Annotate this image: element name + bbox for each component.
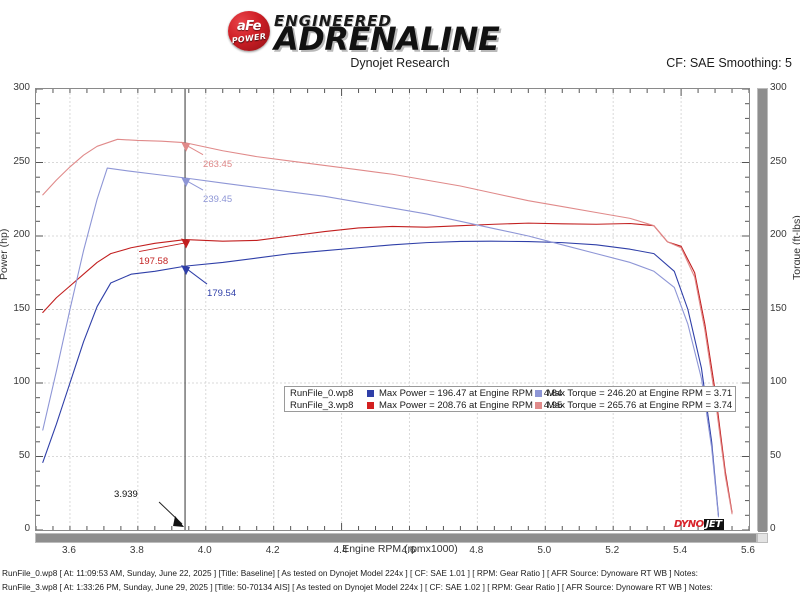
cursor-value-label: 263.45: [203, 158, 233, 170]
y-axis-left-tick-label: 150: [13, 302, 30, 314]
cursor-value-label: 197.58: [139, 255, 169, 267]
cursor-value-label: 239.45: [203, 194, 233, 205]
legend-torque-text: Max Torque = 265.76 at Engine RPM = 3.74: [547, 400, 733, 411]
legend-row: RunFile_0.wp8 Max Power = 196.47 at Engi…: [285, 387, 735, 400]
x-axis-tick-label: 3.8: [129, 545, 144, 556]
x-axis-tick-label: 5.4: [673, 545, 688, 556]
horizontal-scrollbar[interactable]: [35, 533, 757, 543]
plot-area[interactable]: [35, 88, 750, 531]
dynojet-watermark: DYNO JET: [674, 519, 724, 530]
legend-torque-swatch: [535, 402, 542, 409]
x-axis-tick-label: 4.4: [333, 545, 348, 556]
legend-power-swatch: [367, 390, 374, 397]
run-info-footer: RunFile_0.wp8 [ At: 11:09:53 AM, Sunday,…: [2, 566, 798, 594]
cf-smoothing-note: CF: SAE Smoothing: 5: [666, 56, 792, 70]
legend-torque-text: Max Torque = 246.20 at Engine RPM = 3.71: [547, 388, 733, 399]
y-axis-right-tick-label: 300: [770, 82, 787, 93]
x-axis-tick-label: 5.0: [537, 545, 552, 556]
legend-power-swatch: [367, 402, 374, 409]
y-axis-left-tick-label: 100: [13, 376, 30, 387]
scrollbar-corner: [757, 533, 768, 543]
y-axis-right-tick-label: 100: [770, 376, 787, 387]
adrenaline-wordmark: ADRENALINE: [274, 20, 500, 58]
legend-file-name: RunFile_3.wp8: [290, 400, 354, 411]
y-axis-left-tick-label: 300: [13, 82, 30, 93]
y-axis-right-tick-label: 50: [770, 449, 782, 461]
legend-file-name: RunFile_0.wp8: [290, 388, 354, 399]
dyno-curves-svg: [36, 89, 749, 530]
brand-header: aFe POWER ENGINEERED ADRENALINE: [0, 4, 800, 55]
legend-power-text: Max Power = 208.76 at Engine RPM = 4.95: [379, 400, 563, 411]
x-axis-tick-label: 4.2: [265, 545, 280, 556]
x-axis-tick-label: 5.2: [605, 545, 620, 556]
chart-subtitle: Dynojet Research: [350, 56, 450, 70]
afe-wordmark: aFe: [237, 19, 261, 34]
run-info-line: RunFile_0.wp8 [ At: 11:09:53 AM, Sunday,…: [2, 568, 698, 578]
cursor-rpm-label: 3.939: [114, 489, 138, 500]
y-axis-right-tick-label: 0: [770, 523, 776, 534]
x-axis-tick-label: 3.6: [61, 545, 76, 556]
y-axis-right-title: Torque (ft-lbs): [791, 215, 800, 280]
afe-adrenaline-logo: aFe POWER ENGINEERED ADRENALINE: [228, 10, 500, 55]
dynojet-jet-text: JET: [703, 519, 724, 530]
engineered-wordmark: ENGINEERED: [274, 12, 392, 30]
y-axis-left-tick-label: 250: [13, 155, 30, 167]
cursor-value-label: 179.54: [207, 288, 237, 300]
y-axis-left-tick-label: 200: [13, 229, 30, 240]
vertical-scrollbar-thumb[interactable]: [758, 89, 767, 532]
legend-power-text: Max Power = 196.47 at Engine RPM = 4.84: [379, 388, 563, 399]
afe-power-badge-icon: aFe POWER: [228, 10, 270, 52]
chart-legend[interactable]: RunFile_0.wp8 Max Power = 196.47 at Engi…: [284, 386, 736, 412]
legend-row: RunFile_3.wp8 Max Power = 208.76 at Engi…: [285, 399, 735, 412]
vertical-scrollbar[interactable]: [757, 88, 768, 532]
y-axis-right-tick-label: 150: [770, 302, 787, 314]
badge-ellipse: [228, 11, 270, 51]
x-axis-title: Engine RPM (rpmx1000): [342, 543, 458, 555]
horizontal-scrollbar-thumb[interactable]: [36, 534, 756, 542]
y-axis-left-tick-label: 50: [18, 449, 30, 461]
y-axis-right-tick-label: 250: [770, 155, 787, 167]
x-axis-tick-label: 4.0: [197, 545, 212, 556]
legend-torque-swatch: [535, 390, 542, 397]
dynojet-dyno-text: DYNO: [674, 519, 704, 530]
x-axis-tick-label: 4.8: [469, 545, 484, 556]
x-axis-tick-label: 4.6: [401, 545, 416, 556]
x-axis-tick-label: 5.6: [741, 545, 755, 556]
y-axis-right-tick-label: 200: [770, 229, 787, 240]
run-info-line: RunFile_3.wp8 [ At: 1:33:26 PM, Sunday, …: [2, 582, 713, 592]
y-axis-left-tick-label: 0: [24, 523, 30, 534]
